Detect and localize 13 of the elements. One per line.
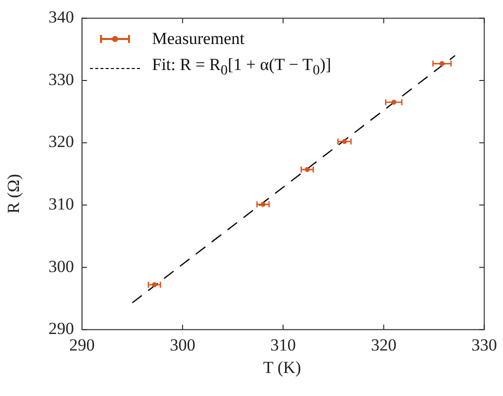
- x-axis-title: T (K): [263, 358, 302, 378]
- x-tick-label: 330: [472, 335, 497, 354]
- x-tick-label: 320: [370, 335, 396, 354]
- y-tick-label: 300: [48, 256, 74, 276]
- x-tick-label: 310: [270, 335, 296, 354]
- legend-label: Fit: R = R$_{0}$[1 + α(T − T$_{0}$)]: [152, 54, 332, 81]
- legend-label: Measurement: [152, 28, 245, 50]
- y-axis-title: R (Ω): [4, 174, 24, 214]
- y-tick-label: 310: [48, 194, 74, 214]
- x-tick-label: 300: [170, 335, 196, 354]
- y-tick-label: 330: [48, 70, 74, 89]
- y-tick-label: 340: [48, 8, 74, 27]
- y-tick-label: 320: [48, 132, 74, 152]
